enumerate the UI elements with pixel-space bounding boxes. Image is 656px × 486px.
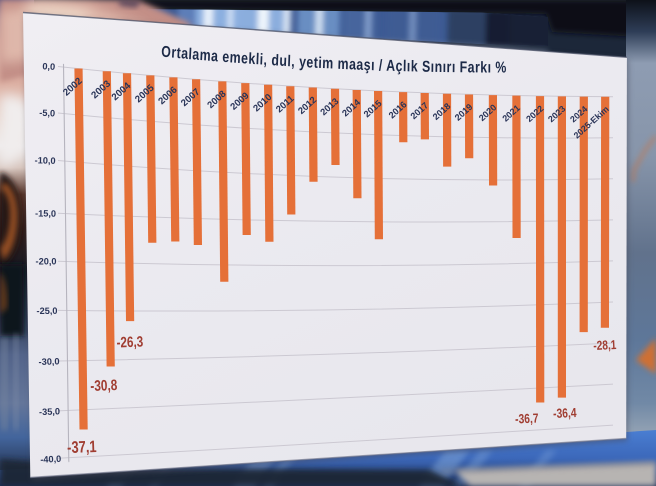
svg-text:-36,4: -36,4 xyxy=(553,405,577,422)
svg-text:-40,0: -40,0 xyxy=(40,454,61,465)
svg-text:-5,0: -5,0 xyxy=(39,108,55,119)
svg-text:-26,3: -26,3 xyxy=(116,333,143,351)
svg-text:0,0: 0,0 xyxy=(42,61,55,72)
svg-text:-10,0: -10,0 xyxy=(34,155,55,166)
svg-text:-36,7: -36,7 xyxy=(515,410,539,427)
svg-text:-20,0: -20,0 xyxy=(36,257,57,267)
svg-text:-30,0: -30,0 xyxy=(38,356,59,367)
svg-text:-30,8: -30,8 xyxy=(90,377,118,395)
svg-text:-37,1: -37,1 xyxy=(67,439,97,458)
svg-text:-28,1: -28,1 xyxy=(593,338,617,354)
svg-text:-15,0: -15,0 xyxy=(35,208,56,218)
svg-text:-25,0: -25,0 xyxy=(36,306,57,316)
svg-text:-35,0: -35,0 xyxy=(39,406,60,417)
